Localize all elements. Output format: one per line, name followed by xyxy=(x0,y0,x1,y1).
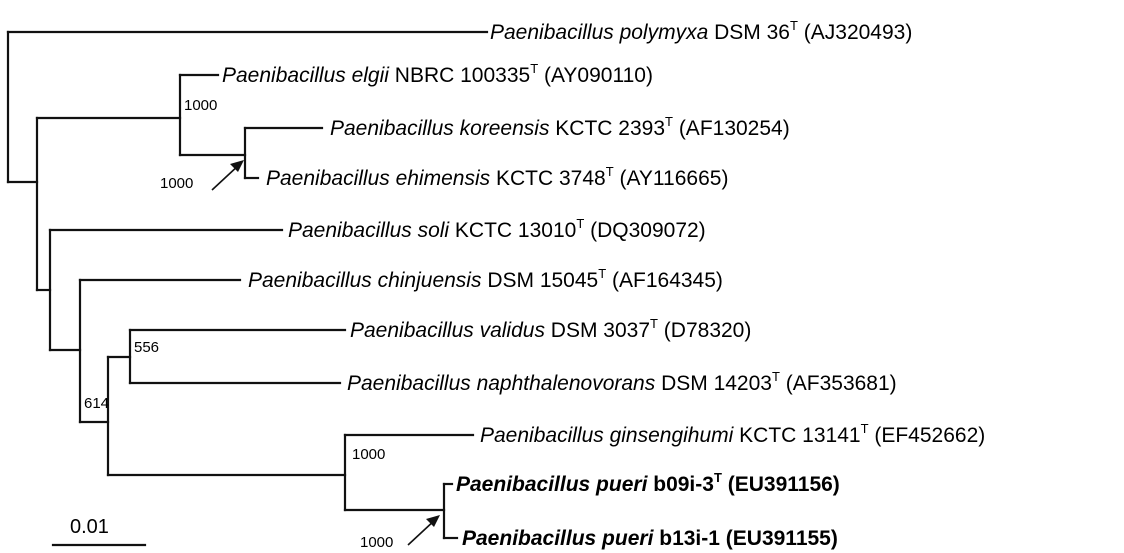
type-strain-mark: T xyxy=(576,216,584,231)
taxon-label: Paenibacillus pueri b09i-3T (EU391156) xyxy=(456,470,840,496)
taxon-accession: (DQ309072) xyxy=(584,219,705,242)
bootstrap-values: 1000 1000 556 614 1000 1000 xyxy=(84,97,393,551)
scale-bar-label: 0.01 xyxy=(70,516,109,538)
taxon-label: Paenibacillus elgii NBRC 100335T (AY0901… xyxy=(222,61,653,87)
bootstrap-ginsengihumi-pueri: 1000 xyxy=(352,446,385,463)
taxon-species-name: Paenibacillus validus xyxy=(350,319,545,342)
taxon-species-name: Paenibacillus chinjuensis xyxy=(248,269,482,292)
taxon-accession: (AJ320493) xyxy=(798,21,912,44)
type-strain-mark: T xyxy=(530,61,538,76)
bootstrap-validus-ginsengihumi-group: 614 xyxy=(84,395,109,412)
taxon-strain: KCTC 13010 xyxy=(449,219,576,242)
type-strain-mark: T xyxy=(861,421,869,436)
type-strain-mark: T xyxy=(790,18,798,33)
bootstrap-elgii-clade: 1000 xyxy=(184,97,217,114)
type-strain-mark: T xyxy=(665,114,673,129)
taxon-label: Paenibacillus naphthalenovorans DSM 1420… xyxy=(347,369,897,395)
taxon-strain: KCTC 2393 xyxy=(549,117,665,140)
taxon-species-name: Paenibacillus soli xyxy=(288,219,450,242)
taxon-strain: KCTC 13141 xyxy=(733,424,860,447)
bootstrap-koreensis-ehimensis: 1000 xyxy=(160,175,193,192)
arrowhead-pueri-node xyxy=(426,515,440,527)
tree-branches xyxy=(6,30,489,540)
taxon-labels: Paenibacillus polymyxa DSM 36T (AJ320493… xyxy=(222,18,985,550)
taxon-accession: (D78320) xyxy=(658,319,751,342)
scale-bar: 0.01 xyxy=(51,516,147,547)
type-strain-mark: T xyxy=(598,266,606,281)
taxon-species-name: Paenibacillus pueri xyxy=(456,473,649,496)
taxon-strain: DSM 3037 xyxy=(545,319,650,342)
type-strain-mark: T xyxy=(606,164,614,179)
taxon-label: Paenibacillus chinjuensis DSM 15045T (AF… xyxy=(248,266,723,292)
type-strain-mark: T xyxy=(772,369,780,384)
taxon-accession: (AF353681) xyxy=(780,372,897,395)
taxon-label: Paenibacillus ehimensis KCTC 3748T (AY11… xyxy=(266,164,728,190)
taxon-species-name: Paenibacillus elgii xyxy=(222,64,390,87)
taxon-label: Paenibacillus polymyxa DSM 36T (AJ320493… xyxy=(490,18,912,44)
taxon-species-name: Paenibacillus naphthalenovorans xyxy=(347,372,656,395)
taxon-strain: b09i-3 xyxy=(647,473,714,496)
bootstrap-pueri-pair: 1000 xyxy=(360,534,393,551)
taxon-accession: (AF164345) xyxy=(606,269,723,292)
taxon-label: Paenibacillus ginsengihumi KCTC 13141T (… xyxy=(480,421,985,447)
taxon-species-name: Paenibacillus polymyxa xyxy=(490,21,708,44)
taxon-accession: (AF130254) xyxy=(673,117,790,140)
taxon-accession: (EU391156) xyxy=(722,473,840,496)
taxon-species-name: Paenibacillus pueri xyxy=(462,527,655,550)
taxon-strain: DSM 15045 xyxy=(481,269,598,292)
taxon-label: Paenibacillus koreensis KCTC 2393T (AF13… xyxy=(330,114,790,140)
taxon-strain: b13i-1 xyxy=(653,527,720,550)
taxon-strain: DSM 14203 xyxy=(655,372,772,395)
taxon-species-name: Paenibacillus koreensis xyxy=(330,117,550,140)
taxon-label: Paenibacillus soli KCTC 13010T (DQ309072… xyxy=(288,216,706,242)
taxon-species-name: Paenibacillus ehimensis xyxy=(266,167,491,190)
taxon-strain: DSM 36 xyxy=(708,21,790,44)
taxon-label: Paenibacillus validus DSM 3037T (D78320) xyxy=(350,316,751,342)
taxon-strain: KCTC 3748 xyxy=(490,167,606,190)
type-strain-mark: T xyxy=(714,470,722,485)
taxon-label: Paenibacillus pueri b13i-1 (EU391155) xyxy=(462,527,838,550)
taxon-species-name: Paenibacillus ginsengihumi xyxy=(480,424,735,447)
arrowhead-koreensis-node xyxy=(230,160,244,172)
type-strain-mark: T xyxy=(650,316,658,331)
taxon-accession: (EU391155) xyxy=(720,527,838,550)
taxon-accession: (AY116665) xyxy=(614,167,729,190)
bootstrap-validus-naphthalenovorans: 556 xyxy=(134,339,159,356)
taxon-accession: (EF452662) xyxy=(869,424,986,447)
bootstrap-arrows xyxy=(211,160,440,546)
taxon-accession: (AY090110) xyxy=(538,64,653,87)
taxon-strain: NBRC 100335 xyxy=(389,64,530,87)
